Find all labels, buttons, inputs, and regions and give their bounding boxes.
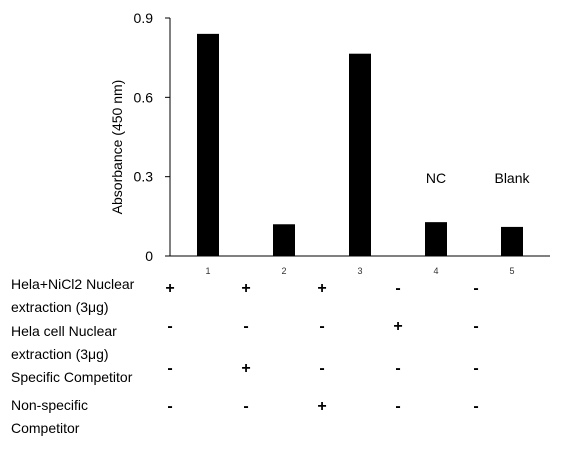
minus-sign: - — [243, 398, 249, 415]
minus-sign: - — [167, 398, 173, 415]
plus-sign: + — [317, 280, 327, 297]
x-tick-label: 3 — [357, 266, 362, 276]
annotation-nc: NC — [426, 170, 446, 186]
condition-label-line: extraction (3μg) — [11, 346, 109, 362]
minus-sign: - — [395, 360, 401, 377]
y-axis-label: Absorbance (450 nm) — [109, 80, 125, 215]
bar-4 — [425, 222, 447, 256]
minus-sign: - — [395, 280, 401, 297]
minus-sign: - — [319, 318, 325, 335]
bar-chart: 0 0.3 0.6 0.9 Absorbance (450 nm) 1 2 3 4 5 NC Blan… — [109, 10, 550, 276]
minus-sign: - — [167, 318, 173, 335]
bar-2 — [273, 224, 295, 256]
bar-5 — [501, 226, 523, 256]
bar-3 — [349, 53, 371, 257]
minus-sign: - — [473, 280, 479, 297]
condition-label: Non-specific Competitor — [11, 394, 88, 440]
condition-label-line: Specific Competitor — [11, 369, 133, 385]
plus-sign: + — [241, 280, 251, 297]
minus-sign: - — [243, 318, 249, 335]
plus-sign: + — [241, 360, 251, 377]
x-tick-label: 1 — [205, 266, 210, 276]
minus-sign: - — [167, 360, 173, 377]
condition-label-line: extraction (3μg) — [11, 299, 109, 315]
minus-sign: - — [319, 360, 325, 377]
minus-sign: - — [473, 398, 479, 415]
condition-label: Specific Competitor — [11, 366, 132, 389]
y-tick-label: 0.9 — [134, 10, 154, 26]
condition-label: Hela+NiCl2 Nuclear extraction (3μg) — [11, 273, 134, 319]
condition-label-line: Hela+NiCl2 Nuclear — [11, 276, 135, 292]
minus-sign: - — [395, 398, 401, 415]
plus-sign: + — [317, 398, 327, 415]
x-tick-label: 5 — [509, 266, 514, 276]
plus-sign: + — [393, 318, 403, 335]
annotation-blank: Blank — [494, 170, 530, 186]
condition-label-line: Hela cell Nuclear — [11, 323, 117, 339]
x-tick-label: 4 — [433, 266, 438, 276]
bar-1 — [197, 33, 219, 256]
plus-sign: + — [165, 280, 175, 297]
minus-sign: - — [473, 360, 479, 377]
condition-label: Hela cell Nuclear extraction (3μg) — [11, 320, 117, 366]
minus-sign: - — [473, 318, 479, 335]
x-tick-label: 2 — [281, 266, 286, 276]
condition-label-line: Non-specific — [11, 397, 89, 413]
y-tick-label: 0.6 — [134, 89, 154, 105]
condition-label-line: Competitor — [11, 420, 80, 436]
y-tick-label: 0.3 — [134, 169, 154, 185]
y-tick-label: 0 — [145, 248, 153, 264]
